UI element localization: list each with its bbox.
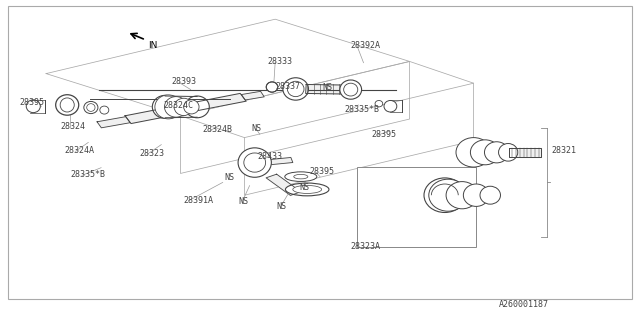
Ellipse shape [463,184,489,206]
Text: NS: NS [224,173,234,182]
Text: 28395: 28395 [19,98,44,107]
Text: 28324C: 28324C [164,101,194,110]
Ellipse shape [294,174,308,179]
Text: 28333: 28333 [268,57,292,66]
Ellipse shape [424,178,466,212]
Bar [357,167,476,247]
Ellipse shape [164,97,188,117]
Ellipse shape [155,95,182,119]
Ellipse shape [344,83,358,96]
Ellipse shape [480,186,500,204]
Ellipse shape [499,143,518,161]
Ellipse shape [60,98,74,112]
Ellipse shape [87,104,95,111]
Text: 28323A: 28323A [351,242,381,251]
Ellipse shape [470,140,500,165]
Text: NS: NS [276,202,287,211]
Ellipse shape [26,100,40,113]
Ellipse shape [184,100,199,114]
Ellipse shape [285,183,329,196]
Text: 28395: 28395 [371,130,396,139]
Ellipse shape [340,80,362,99]
Ellipse shape [185,96,209,118]
Ellipse shape [283,78,308,100]
Text: 28433: 28433 [257,152,282,161]
Ellipse shape [484,142,509,163]
Ellipse shape [100,106,109,114]
Text: 28391A: 28391A [183,196,213,204]
Polygon shape [241,91,264,100]
Text: 28324A: 28324A [64,146,94,155]
Text: 28393: 28393 [172,77,196,86]
Ellipse shape [287,81,304,97]
Ellipse shape [56,95,79,115]
Ellipse shape [244,153,266,172]
Ellipse shape [238,148,271,177]
Polygon shape [264,157,293,165]
Text: NS: NS [251,124,261,132]
Ellipse shape [384,100,397,112]
Ellipse shape [174,98,193,116]
Text: A260001187: A260001187 [499,300,549,309]
Text: 28323: 28323 [140,149,164,158]
Polygon shape [266,174,301,196]
Text: 28324B: 28324B [202,125,232,134]
Text: 28324: 28324 [61,122,86,131]
Polygon shape [306,84,349,94]
Text: 28321: 28321 [552,146,577,155]
Text: IN: IN [148,41,158,50]
Ellipse shape [293,186,321,193]
Ellipse shape [375,100,383,107]
Polygon shape [509,148,541,157]
Ellipse shape [456,138,492,167]
Polygon shape [125,93,246,124]
Text: 28337: 28337 [275,82,300,91]
Polygon shape [97,117,130,128]
Text: 28335*B: 28335*B [344,105,380,114]
Text: NS: NS [323,83,333,92]
Text: 28335*B: 28335*B [70,170,106,179]
Ellipse shape [152,95,178,118]
Ellipse shape [429,179,467,211]
Text: 28392A: 28392A [351,41,381,50]
Text: NS: NS [238,197,248,206]
Text: 28395: 28395 [310,167,335,176]
Ellipse shape [266,82,278,92]
Text: NS: NS [300,183,310,192]
Ellipse shape [285,172,317,181]
Ellipse shape [446,182,478,209]
Ellipse shape [84,101,98,114]
